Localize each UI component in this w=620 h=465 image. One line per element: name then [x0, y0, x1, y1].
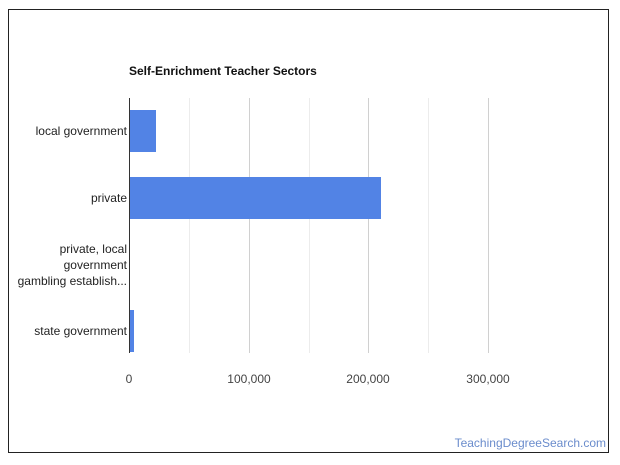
major-gridline: [249, 98, 250, 353]
bar-local-government[interactable]: [129, 110, 157, 152]
chart-title: Self-Enrichment Teacher Sectors: [129, 64, 317, 78]
category-label-line: government: [63, 258, 127, 272]
category-label-private-local-government-gambling: private, local government gambling estab…: [18, 241, 127, 289]
bar-state-government[interactable]: [129, 310, 135, 352]
minor-gridline: [189, 98, 190, 353]
zero-axis-line: [129, 98, 130, 353]
plot-area: [129, 98, 489, 353]
chart-frame: [8, 9, 609, 453]
category-label-private: private: [90, 191, 127, 205]
minor-gridline: [309, 98, 310, 353]
x-tick-label: 0: [125, 372, 133, 386]
x-tick-label: 200,000: [346, 372, 390, 386]
category-label-line: private, local: [59, 242, 127, 256]
major-gridline: [368, 98, 369, 353]
major-gridline: [488, 98, 489, 353]
x-tick-label: 300,000: [466, 372, 510, 386]
minor-gridline: [428, 98, 429, 353]
category-label-state-government: state government: [34, 324, 127, 338]
category-label-local-government: local government: [35, 124, 127, 138]
bar-private[interactable]: [129, 177, 382, 219]
category-label-line: gambling establish...: [17, 274, 127, 288]
x-tick-label: 100,000: [227, 372, 271, 386]
source-credit-link[interactable]: TeachingDegreeSearch.com: [454, 436, 606, 450]
